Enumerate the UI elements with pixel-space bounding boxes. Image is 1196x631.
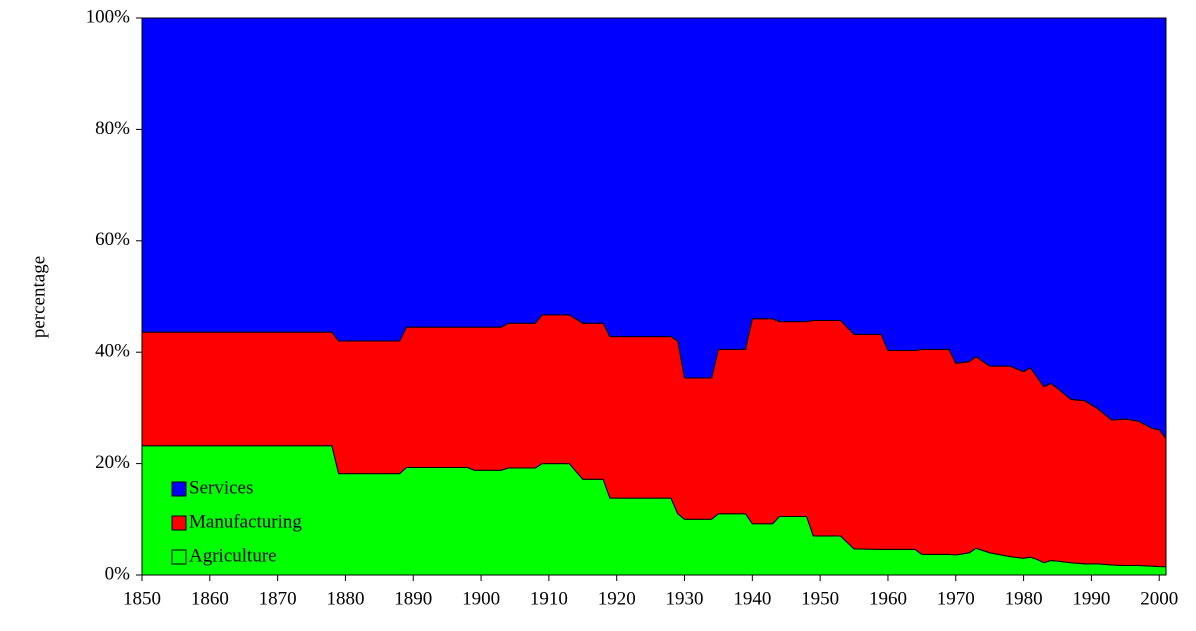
legend-swatch <box>171 549 187 565</box>
x-tick-label: 1970 <box>937 588 975 609</box>
x-tick-label: 1960 <box>869 588 907 609</box>
x-tick-label: 1890 <box>394 588 432 609</box>
legend-label: Services <box>189 477 253 498</box>
plot-frame <box>141 17 1167 576</box>
x-tick-label: 1870 <box>259 588 297 609</box>
x-tick-label: 1850 <box>123 588 161 609</box>
x-tick-label: 1940 <box>733 588 771 609</box>
legend-label: Agriculture <box>189 545 277 566</box>
x-tick-label: 1880 <box>326 588 364 609</box>
y-tick-label: 0% <box>105 563 131 584</box>
x-tick-label: 1900 <box>462 588 500 609</box>
x-tick-label: 1990 <box>1072 588 1110 609</box>
x-tick-label: 1980 <box>1005 588 1043 609</box>
legend-label: Manufacturing <box>189 511 302 532</box>
y-tick-label: 100% <box>86 6 131 27</box>
x-tick-label: 1910 <box>530 588 568 609</box>
y-tick-label: 80% <box>95 118 130 139</box>
y-tick-label: 40% <box>95 341 130 362</box>
x-tick-label: 1920 <box>598 588 636 609</box>
x-tick-label: 1930 <box>666 588 704 609</box>
x-tick-label: 1950 <box>801 588 839 609</box>
x-tick-label: 2000 <box>1140 588 1178 609</box>
legend-swatch <box>171 515 187 531</box>
legend-swatch <box>171 481 187 497</box>
y-tick-label: 20% <box>95 452 130 473</box>
y-axis-label: percentage <box>28 256 49 338</box>
y-tick-label: 60% <box>95 229 130 250</box>
x-tick-label: 1860 <box>191 588 229 609</box>
